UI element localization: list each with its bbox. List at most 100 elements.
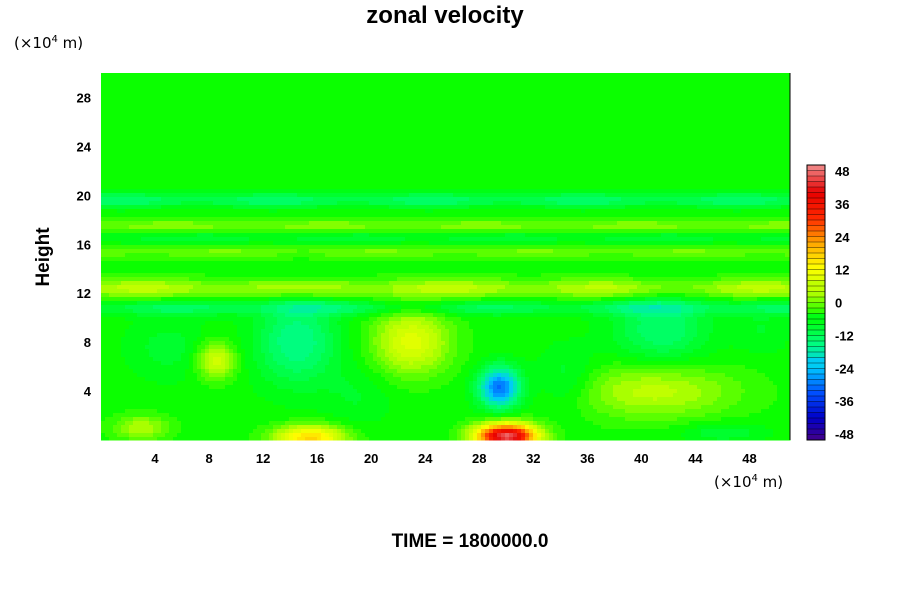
heatmap-cell xyxy=(613,137,618,142)
heatmap-cell xyxy=(657,149,662,154)
heatmap-cell xyxy=(653,141,658,146)
heatmap-cell xyxy=(425,129,430,134)
heatmap-cell xyxy=(705,161,710,166)
heatmap-cell xyxy=(665,89,670,94)
heatmap-cell xyxy=(489,157,494,162)
heatmap-cell xyxy=(513,129,518,134)
heatmap-cell xyxy=(205,93,210,98)
heatmap-cell xyxy=(661,73,666,78)
heatmap-cell xyxy=(597,109,602,114)
heatmap-cell xyxy=(745,125,750,130)
heatmap-cell xyxy=(453,173,458,178)
heatmap-cell xyxy=(425,177,430,182)
heatmap-cell xyxy=(313,109,318,114)
heatmap-cell xyxy=(237,173,242,178)
heatmap-field xyxy=(101,73,791,441)
heatmap-cell xyxy=(661,129,666,134)
heatmap-cell xyxy=(241,173,246,178)
heatmap-cell xyxy=(721,105,726,110)
heatmap-cell xyxy=(481,129,486,134)
heatmap-cell xyxy=(697,181,702,186)
heatmap-cell xyxy=(637,165,642,170)
heatmap-cell xyxy=(205,153,210,158)
heatmap-cell xyxy=(273,185,278,190)
heatmap-cell xyxy=(565,97,570,102)
heatmap-cell xyxy=(629,185,634,190)
heatmap-cell xyxy=(601,93,606,98)
heatmap-cell xyxy=(141,153,146,158)
heatmap-cell xyxy=(321,161,326,166)
heatmap-cell xyxy=(325,173,330,178)
heatmap-cell xyxy=(497,81,502,86)
heatmap-cell xyxy=(601,77,606,82)
heatmap-cell xyxy=(349,109,354,114)
heatmap-cell xyxy=(253,93,258,98)
heatmap-cell xyxy=(541,185,546,190)
heatmap-cell xyxy=(637,173,642,178)
heatmap-cell xyxy=(733,117,738,122)
heatmap-cell xyxy=(717,169,722,174)
heatmap-cell xyxy=(529,77,534,82)
heatmap-cell xyxy=(305,133,310,138)
heatmap-cell xyxy=(725,105,730,110)
heatmap-cell xyxy=(749,105,754,110)
heatmap-cell xyxy=(397,185,402,190)
heatmap-cell xyxy=(645,141,650,146)
heatmap-cell xyxy=(189,109,194,114)
heatmap-cell xyxy=(633,117,638,122)
heatmap-cell xyxy=(633,133,638,138)
heatmap-cell xyxy=(497,105,502,110)
heatmap-cell xyxy=(689,109,694,114)
heatmap-cell xyxy=(453,81,458,86)
heatmap-cell xyxy=(137,173,142,178)
heatmap-cell xyxy=(145,133,150,138)
heatmap-cell xyxy=(101,169,106,174)
heatmap-cell xyxy=(689,89,694,94)
heatmap-cell xyxy=(749,101,754,106)
heatmap-cell xyxy=(649,145,654,150)
heatmap-cell xyxy=(141,117,146,122)
heatmap-cell xyxy=(693,125,698,130)
heatmap-cell xyxy=(453,93,458,98)
heatmap-cell xyxy=(653,81,658,86)
heatmap-cell xyxy=(705,101,710,106)
heatmap-cell xyxy=(225,161,230,166)
heatmap-cell xyxy=(381,145,386,150)
heatmap-cell xyxy=(197,77,202,82)
heatmap-cell xyxy=(321,141,326,146)
heatmap-cell xyxy=(349,149,354,154)
heatmap-cell xyxy=(721,137,726,142)
heatmap-cell xyxy=(105,73,110,78)
heatmap-cell xyxy=(677,73,682,78)
heatmap-cell xyxy=(477,185,482,190)
heatmap-cell xyxy=(785,113,790,118)
heatmap-cell xyxy=(393,85,398,90)
heatmap-cell xyxy=(641,89,646,94)
heatmap-cell xyxy=(785,177,790,182)
heatmap-cell xyxy=(309,153,314,158)
heatmap-cell xyxy=(685,129,690,134)
heatmap-cell xyxy=(133,153,138,158)
heatmap-cell xyxy=(593,173,598,178)
heatmap-cell xyxy=(757,121,762,126)
heatmap-cell xyxy=(209,105,214,110)
heatmap-cell xyxy=(241,141,246,146)
heatmap-cell xyxy=(381,137,386,142)
heatmap-cell xyxy=(185,161,190,166)
heatmap-cell xyxy=(369,181,374,186)
heatmap-cell xyxy=(405,149,410,154)
heatmap-cell xyxy=(589,93,594,98)
heatmap-cell xyxy=(137,129,142,134)
heatmap-cell xyxy=(189,169,194,174)
heatmap-cell xyxy=(185,125,190,130)
heatmap-cell xyxy=(409,161,414,166)
heatmap-cell xyxy=(509,141,514,146)
heatmap-cell xyxy=(117,93,122,98)
heatmap-cell xyxy=(689,93,694,98)
heatmap-cell xyxy=(289,153,294,158)
heatmap-cell xyxy=(185,113,190,118)
heatmap-cell xyxy=(205,85,210,90)
heatmap-cell xyxy=(221,169,226,174)
heatmap-cell xyxy=(205,97,210,102)
heatmap-cell xyxy=(473,77,478,82)
